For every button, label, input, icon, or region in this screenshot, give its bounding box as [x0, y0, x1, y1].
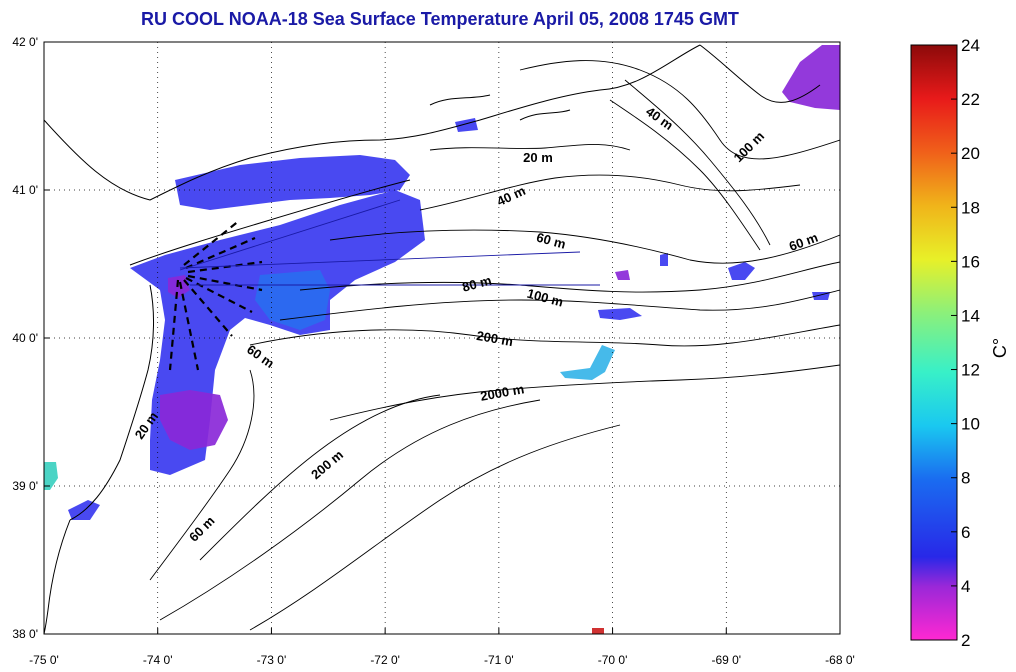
bathymetry-contours — [149, 60, 840, 631]
colorbar-tick-label: 16 — [961, 252, 980, 271]
contour-gulf-of-maine — [519, 60, 840, 160]
colorbar-tick-label: 10 — [961, 415, 980, 434]
colorbar-tick-label: 8 — [961, 469, 970, 488]
sst-patch-delmarva — [44, 462, 58, 490]
contour-canyon-north — [609, 99, 761, 251]
x-tick-label: -75 0' — [29, 653, 59, 667]
y-tick-label: 39 0' — [12, 479, 38, 493]
colorbar-tick-label: 12 — [961, 361, 980, 380]
coast-cape-cod — [699, 44, 821, 103]
coast-islands-2 — [519, 109, 571, 121]
sst-patch-small-1 — [615, 270, 630, 280]
sst-patch-small-3 — [455, 118, 478, 132]
x-tick-label: -73 0' — [257, 653, 287, 667]
coast-new-england — [44, 42, 701, 201]
colorbar: 24 22 20 18 16 14 12 10 8 6 4 2 C° — [910, 36, 1010, 650]
colorbar-tick-label: 24 — [961, 36, 980, 55]
coast-long-island — [129, 179, 411, 266]
colorbar-ticks: 24 22 20 18 16 14 12 10 8 6 4 2 — [951, 36, 980, 650]
x-tick-label: -69 0' — [711, 653, 741, 667]
transect-5 — [187, 274, 263, 292]
coast-islands-1 — [429, 94, 491, 106]
transect-7 — [185, 236, 256, 270]
sst-patch-georges — [782, 45, 840, 110]
glider-transects — [168, 219, 263, 371]
colorbar-tick-label: 20 — [961, 144, 980, 163]
x-tick-label: -68 0' — [825, 653, 855, 667]
transect-1 — [168, 279, 180, 371]
sst-patch-slope — [560, 345, 615, 380]
coast-nj — [69, 284, 154, 521]
contour-60m — [329, 229, 840, 264]
figure-title: RU COOL NOAA-18 Sea Surface Temperature … — [141, 9, 739, 29]
contour-80m — [299, 261, 840, 293]
contour-2000m — [329, 364, 840, 421]
contour-shelf-edge — [159, 399, 541, 621]
coastline — [44, 42, 821, 634]
x-tick-label: -71 0' — [484, 653, 514, 667]
contour-label: 20 m — [523, 150, 553, 165]
colorbar-gradient — [910, 44, 958, 641]
contour-200m — [249, 324, 840, 347]
contour-20m — [429, 143, 631, 151]
sst-patch-shelf-east-2 — [598, 308, 642, 320]
track-lines — [179, 199, 600, 286]
contour-200m-south — [199, 394, 441, 561]
colorbar-tick-label: 18 — [961, 198, 980, 217]
sst-patch-small-5 — [68, 500, 100, 520]
contour-label: 80 m — [461, 273, 494, 295]
colorbar-unit: C° — [990, 338, 1010, 358]
colorbar-tick-label: 6 — [961, 523, 970, 542]
track-line-1 — [179, 251, 581, 269]
sst-patch-nj-coast-cold — [160, 390, 228, 450]
contour-60m-south — [149, 369, 255, 581]
transect-4 — [185, 277, 253, 313]
y-tick-label: 42 0' — [12, 35, 38, 49]
contour-label: 60 m — [535, 230, 568, 252]
contour-label: 200 m — [475, 328, 514, 349]
colorbar-tick-label: 22 — [961, 90, 980, 109]
colorbar-tick-label: 4 — [961, 577, 970, 596]
track-line-3 — [179, 199, 401, 271]
sst-patch-small-2 — [660, 253, 668, 266]
contour-40m — [419, 174, 801, 211]
sst-patch-small-4 — [592, 628, 604, 634]
coast-delmarva — [44, 519, 71, 634]
x-tick-label: -74 0' — [143, 653, 173, 667]
transect-2 — [178, 281, 200, 371]
longitude-ticks: -75 0' -74 0' -73 0' -72 0' -71 0' -70 0' -69 … — [29, 628, 855, 667]
y-tick-label: 41 0' — [12, 183, 38, 197]
x-tick-label: -70 0' — [598, 653, 628, 667]
colorbar-tick-label: 2 — [961, 631, 970, 650]
contour-deep-1 — [249, 424, 621, 631]
contour-canyon-north-2 — [624, 79, 771, 246]
transect-6 — [187, 260, 263, 274]
y-tick-label: 40 0' — [12, 331, 38, 345]
y-tick-label: 38 0' — [12, 627, 38, 641]
colorbar-tick-label: 14 — [961, 306, 980, 325]
sst-patch-shelf-east-1 — [728, 262, 755, 280]
latitude-ticks: 42 0' 41 0' 40 0' 39 0' 38 0' — [12, 35, 50, 641]
transect-3 — [183, 279, 233, 337]
lat-lon-grid — [44, 42, 840, 634]
x-tick-label: -72 0' — [370, 653, 400, 667]
